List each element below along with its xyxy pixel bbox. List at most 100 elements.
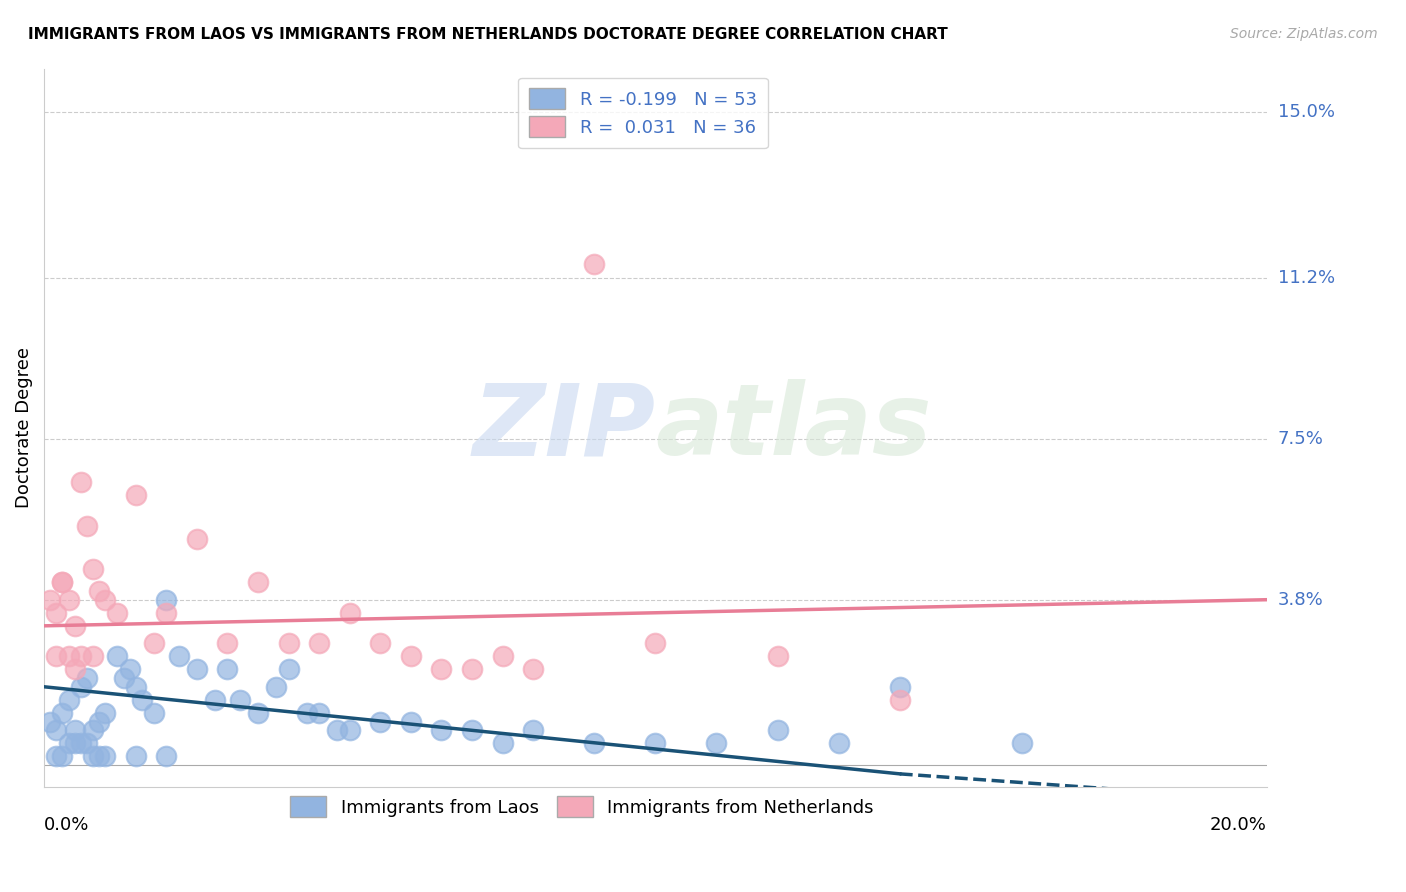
Point	[326, 723, 349, 738]
Point	[461, 662, 484, 676]
Point	[491, 649, 513, 664]
Point	[69, 475, 91, 490]
Point	[94, 592, 117, 607]
Point	[889, 693, 911, 707]
Point	[82, 562, 104, 576]
Text: atlas: atlas	[655, 379, 932, 476]
Point	[399, 714, 422, 729]
Point	[143, 636, 166, 650]
Point	[186, 662, 208, 676]
Text: 7.5%: 7.5%	[1278, 430, 1323, 448]
Point	[889, 680, 911, 694]
Point	[63, 736, 86, 750]
Point	[295, 706, 318, 720]
Text: 20.0%: 20.0%	[1209, 815, 1267, 834]
Point	[583, 257, 606, 271]
Point	[125, 488, 148, 502]
Point	[217, 662, 239, 676]
Point	[766, 649, 789, 664]
Point	[69, 649, 91, 664]
Point	[63, 662, 86, 676]
Point	[125, 680, 148, 694]
Point	[430, 662, 453, 676]
Point	[58, 693, 80, 707]
Legend: Immigrants from Laos, Immigrants from Netherlands: Immigrants from Laos, Immigrants from Ne…	[280, 786, 884, 828]
Point	[125, 749, 148, 764]
Point	[828, 736, 851, 750]
Point	[155, 749, 177, 764]
Text: Source: ZipAtlas.com: Source: ZipAtlas.com	[1230, 27, 1378, 41]
Point	[87, 749, 110, 764]
Point	[644, 736, 666, 750]
Point	[82, 649, 104, 664]
Point	[228, 693, 250, 707]
Point	[167, 649, 190, 664]
Point	[51, 749, 73, 764]
Point	[82, 749, 104, 764]
Point	[76, 671, 98, 685]
Point	[368, 714, 391, 729]
Point	[204, 693, 226, 707]
Point	[217, 636, 239, 650]
Point	[118, 662, 141, 676]
Point	[583, 736, 606, 750]
Point	[58, 736, 80, 750]
Point	[112, 671, 135, 685]
Point	[491, 736, 513, 750]
Point	[522, 662, 544, 676]
Point	[82, 723, 104, 738]
Point	[39, 592, 62, 607]
Point	[247, 575, 270, 590]
Point	[69, 680, 91, 694]
Point	[87, 714, 110, 729]
Point	[339, 606, 361, 620]
Point	[87, 584, 110, 599]
Point	[107, 606, 129, 620]
Point	[63, 723, 86, 738]
Point	[39, 714, 62, 729]
Text: 11.2%: 11.2%	[1278, 268, 1334, 286]
Text: 15.0%: 15.0%	[1278, 103, 1334, 121]
Point	[94, 706, 117, 720]
Point	[247, 706, 270, 720]
Point	[58, 649, 80, 664]
Point	[76, 736, 98, 750]
Point	[399, 649, 422, 664]
Point	[69, 736, 91, 750]
Text: 0.0%: 0.0%	[44, 815, 90, 834]
Text: IMMIGRANTS FROM LAOS VS IMMIGRANTS FROM NETHERLANDS DOCTORATE DEGREE CORRELATION: IMMIGRANTS FROM LAOS VS IMMIGRANTS FROM …	[28, 27, 948, 42]
Point	[143, 706, 166, 720]
Point	[1011, 736, 1033, 750]
Point	[277, 636, 299, 650]
Point	[45, 723, 67, 738]
Point	[94, 749, 117, 764]
Text: 3.8%: 3.8%	[1278, 591, 1323, 608]
Point	[368, 636, 391, 650]
Point	[644, 636, 666, 650]
Point	[339, 723, 361, 738]
Point	[76, 518, 98, 533]
Point	[45, 749, 67, 764]
Point	[277, 662, 299, 676]
Point	[58, 592, 80, 607]
Point	[706, 736, 728, 750]
Point	[266, 680, 288, 694]
Text: ZIP: ZIP	[472, 379, 655, 476]
Point	[186, 532, 208, 546]
Point	[45, 649, 67, 664]
Y-axis label: Doctorate Degree: Doctorate Degree	[15, 347, 32, 508]
Point	[155, 606, 177, 620]
Point	[766, 723, 789, 738]
Point	[308, 706, 330, 720]
Point	[522, 723, 544, 738]
Point	[461, 723, 484, 738]
Point	[131, 693, 153, 707]
Point	[430, 723, 453, 738]
Point	[45, 606, 67, 620]
Point	[155, 592, 177, 607]
Point	[51, 575, 73, 590]
Point	[51, 706, 73, 720]
Point	[308, 636, 330, 650]
Point	[63, 619, 86, 633]
Point	[107, 649, 129, 664]
